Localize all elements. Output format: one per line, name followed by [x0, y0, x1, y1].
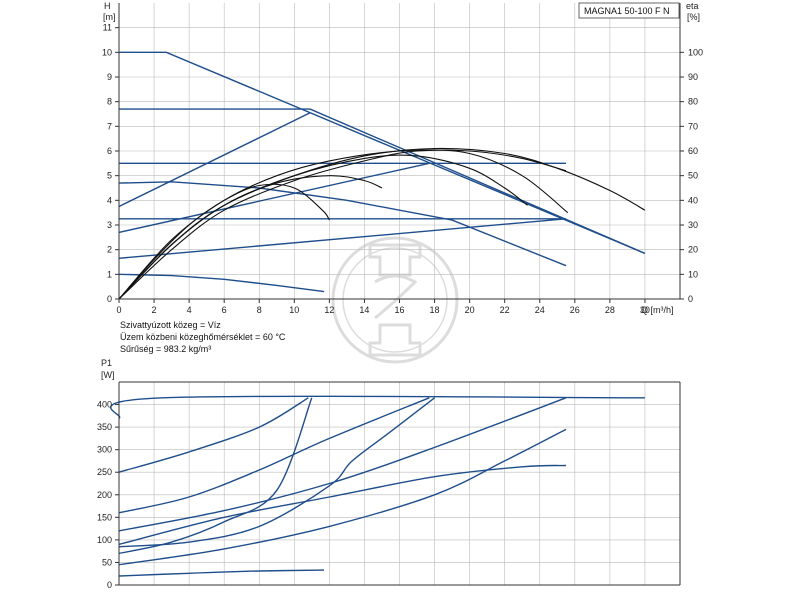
top-y2-tick-label: 40	[688, 195, 698, 205]
head-efficiency-plot: 0 2 4 6 8 10 12 14 16 18 20 22 24 26 28 30 012345678910…	[102, 1, 703, 354]
power-curve	[118, 397, 313, 555]
top-y2-tick-label: 30	[688, 220, 698, 230]
medium-info-line-1: Szivattyúzott közeg = Víz	[120, 320, 221, 330]
head-curve	[118, 273, 325, 293]
top-x-tick-label: 16	[394, 305, 404, 315]
top-x-tick-label: 30	[640, 305, 650, 315]
model-label-box	[578, 2, 680, 19]
efficiency-curve	[118, 175, 383, 300]
top-curves	[118, 51, 646, 300]
top-x-tick-label: 4	[187, 305, 192, 315]
power-curve	[118, 397, 309, 473]
bottom-grid	[118, 382, 681, 586]
bottom-axes	[115, 381, 681, 586]
top-y-tick-label: 4	[107, 195, 112, 205]
bottom-y-tick-labels: 0 50 100 150 200 250 300 350 400	[97, 400, 112, 590]
y-axis-unit-w: [W]	[101, 370, 115, 380]
power-curve	[118, 428, 567, 566]
top-x-tick-label: 14	[359, 305, 369, 315]
top-x-tick-label: 6	[222, 305, 227, 315]
top-y2-tick-label: 20	[688, 245, 698, 255]
head-curve	[118, 218, 567, 259]
medium-info-line-2: Üzem közbeni közeghőmérséklet = 60 °C	[120, 332, 286, 342]
top-y2-tick-label: 60	[688, 146, 698, 156]
top-y-tick-label: 1	[107, 269, 112, 279]
head-curve	[119, 51, 646, 255]
model-label: MAGNA1 50-100 F N	[584, 6, 670, 16]
top-y2-tick-labels: 0 10 20 30 40 50 60 70 80 90 100	[688, 47, 703, 304]
top-y-tick-label: 6	[107, 146, 112, 156]
top-y-tick-label: 2	[107, 245, 112, 255]
x-axis-label-q: Q [m³/h]	[641, 305, 674, 315]
power-curve	[110, 395, 645, 419]
top-y-tick-label: 11	[103, 23, 112, 33]
top-y2-tick-label: 80	[688, 97, 698, 107]
top-x-tick-label: 12	[324, 305, 334, 315]
top-x-tick-label: 28	[605, 305, 615, 315]
top-y-tick-label: 3	[107, 220, 112, 230]
bottom-y-tick-label: 400	[97, 400, 112, 410]
head-curve	[119, 108, 646, 255]
top-y2-tick-label: 70	[688, 121, 698, 131]
top-y-tick-label: 9	[107, 72, 112, 82]
medium-info-line-3: Sűrűség = 983.2 kg/m³	[120, 344, 211, 354]
top-x-tick-label: 24	[535, 305, 545, 315]
power-curve	[118, 397, 436, 548]
power-curve	[118, 397, 430, 514]
bottom-y-tick-label: 0	[107, 580, 112, 590]
power-plot: 0 50 100 150 200 250 300 350 400 P1 [W]	[97, 358, 681, 590]
power-curve	[118, 569, 325, 577]
top-y2-tick-label: 50	[688, 171, 698, 181]
top-y-tick-label: 8	[107, 97, 112, 107]
bottom-y-tick-label: 200	[97, 490, 112, 500]
top-y2-tick-label: 0	[688, 294, 693, 304]
top-x-tick-label: 8	[257, 305, 262, 315]
head-curve	[118, 181, 567, 267]
top-y-tick-label: 10	[102, 47, 112, 57]
top-x-tick-label: 10	[289, 305, 299, 315]
logo-watermark	[331, 236, 459, 364]
top-y-tick-label: 5	[107, 171, 112, 181]
top-x-tick-label: 22	[500, 305, 510, 315]
efficiency-curve	[118, 149, 569, 300]
bottom-y-tick-label: 300	[97, 445, 112, 455]
top-y2-tick-label: 90	[688, 72, 698, 82]
y-axis-unit-m: [m]	[103, 12, 116, 22]
efficiency-curve	[118, 147, 646, 300]
bottom-y-tick-label: 350	[97, 422, 112, 432]
y-axis-label-p1: P1	[101, 358, 112, 368]
efficiency-curve	[118, 149, 567, 300]
top-y-tick-labels: 0 1 2 3 4 5 6 7 8 9 10 11	[102, 23, 112, 304]
top-y2-tick-label: 100	[688, 47, 703, 57]
bottom-y-tick-label: 150	[97, 512, 112, 522]
power-curve	[118, 464, 567, 546]
bottom-y-tick-label: 100	[97, 535, 112, 545]
y-axis-label-h: H	[104, 1, 111, 11]
top-x-tick-labels: 0 2 4 6 8 10 12 14 16 18 20 22 24 26 28 30	[116, 305, 649, 315]
top-x-tick-label: 20	[465, 305, 475, 315]
y2-axis-unit-percent: [%]	[687, 12, 700, 22]
head-curve	[118, 162, 430, 234]
top-x-tick-label: 18	[430, 305, 440, 315]
head-curve	[118, 112, 311, 208]
top-axes	[115, 3, 684, 303]
top-y-tick-label: 0	[107, 294, 112, 304]
top-y-tick-label: 7	[107, 121, 112, 131]
y2-axis-label-eta: eta	[686, 1, 699, 11]
bottom-y-tick-label: 50	[102, 557, 112, 567]
top-x-tick-label: 0	[116, 305, 121, 315]
top-x-tick-label: 26	[570, 305, 580, 315]
bottom-curves	[110, 395, 645, 577]
power-curve	[118, 397, 567, 532]
top-x-tick-label: 2	[152, 305, 157, 315]
bottom-y-tick-label: 250	[97, 467, 112, 477]
top-y2-tick-label: 10	[688, 269, 698, 279]
